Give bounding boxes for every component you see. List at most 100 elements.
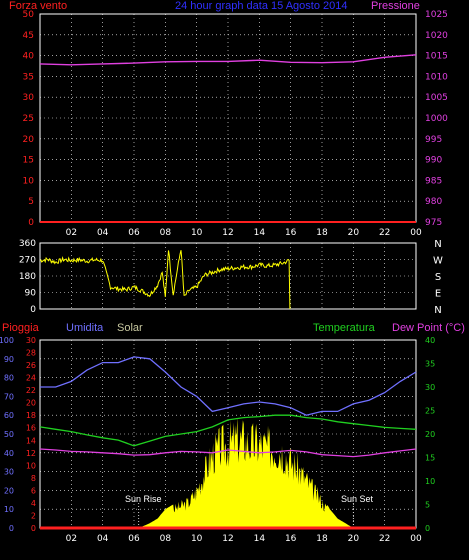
wind-y-tick-label: 20 (23, 135, 35, 145)
wind-y-tick-label: 25 (23, 114, 34, 124)
sun-rise-annotation: Sun Rise (125, 494, 162, 504)
top-panel-x-tick-label: 22 (379, 228, 390, 238)
direction-y-tick-label: 180 (19, 272, 36, 282)
wind-y-tick-label: 5 (28, 197, 34, 207)
direction-y-tick-label: 270 (19, 256, 36, 266)
rain-y-tick-label: 6 (31, 486, 36, 495)
pressure-y-tick-label: 995 (425, 135, 442, 145)
wind-y-tick-label: 45 (23, 31, 34, 41)
pressure-y-tick-label: 1015 (425, 52, 448, 62)
compass-label: W (433, 256, 443, 267)
top-panel-x-tick-label: 00 (410, 228, 422, 238)
temperature-y-tick-label: 0 (425, 524, 430, 533)
wind-y-tick-label: 35 (23, 72, 34, 82)
dewpoint-label: Dew Point (°C) (392, 322, 465, 334)
humidity-y-tick-label: 30 (4, 468, 14, 477)
pressure-y-tick-label: 1005 (425, 93, 448, 103)
direction-series-line (39, 250, 291, 310)
wind-y-tick-label: 10 (23, 176, 35, 186)
bottom-panel-x-tick-label: 14 (254, 534, 266, 544)
pressure-series-line (39, 54, 417, 66)
rain-y-tick-label: 20 (26, 399, 36, 408)
bottom-panel-x-tick-label: 02 (66, 534, 77, 544)
humidity-y-tick-label: 70 (4, 392, 14, 401)
top-panel-x-tick-label: 04 (97, 228, 109, 238)
pressure-axis-label: Pressione (371, 0, 420, 12)
pressure-y-tick-label: 1000 (425, 114, 448, 124)
bottom-panel-x-tick-label: 00 (410, 534, 422, 544)
top-panel-x-tick-label: 02 (66, 228, 77, 238)
rain-y-tick-label: 30 (26, 336, 36, 345)
bottom-panel-x-tick-label: 18 (316, 534, 328, 544)
pressure-y-tick-label: 1025 (425, 10, 448, 20)
temperature-label: Temperatura (313, 322, 375, 334)
pressure-y-tick-label: 975 (425, 218, 442, 228)
temperature-y-tick-label: 10 (425, 477, 435, 486)
top-panel-x-tick-label: 16 (285, 228, 297, 238)
top-panel-x-tick-label: 18 (316, 228, 328, 238)
direction-y-tick-label: 360 (19, 239, 36, 249)
bottom-panel-x-tick-label: 10 (191, 534, 203, 544)
sun-set-annotation: Sun Set (341, 494, 374, 504)
rain-y-tick-label: 12 (26, 449, 36, 458)
temperature-y-tick-label: 15 (425, 454, 435, 463)
rain-y-tick-label: 14 (26, 436, 36, 445)
temperature-y-tick-label: 40 (425, 336, 435, 345)
rain-y-tick-label: 0 (31, 524, 36, 533)
humidity-y-tick-label: 60 (4, 411, 14, 420)
humidity-y-tick-label: 10 (4, 505, 14, 514)
wind-axis-label: Forza vento (9, 0, 68, 12)
top-panel-x-tick-label: 08 (160, 228, 172, 238)
chart-title: 24 hour graph data 15 Agosto 2014 (175, 0, 348, 12)
compass-label: S (435, 272, 441, 283)
rain-y-tick-label: 4 (31, 499, 36, 508)
compass-label: N (434, 239, 441, 250)
direction-y-tick-label: 0 (30, 305, 36, 315)
top-panel-x-tick-label: 12 (222, 228, 233, 238)
temperature-y-tick-label: 20 (425, 430, 435, 439)
bottom-panel-x-tick-label: 08 (160, 534, 172, 544)
rain-y-tick-label: 18 (26, 411, 36, 420)
wind-y-tick-label: 50 (23, 10, 35, 20)
pressure-y-tick-label: 1010 (425, 72, 448, 82)
humidity-y-tick-label: 0 (9, 524, 14, 533)
top-panel-x-tick-label: 06 (128, 228, 140, 238)
rain-y-tick-label: 26 (26, 361, 36, 370)
pressure-y-tick-label: 980 (425, 197, 442, 207)
direction-y-tick-label: 90 (25, 289, 37, 299)
bottom-panel-x-tick-label: 20 (348, 534, 360, 544)
dewpoint-series-line (39, 448, 417, 458)
bottom-panel-x-tick-label: 22 (379, 534, 390, 544)
humidity-y-tick-label: 100 (0, 336, 14, 345)
rain-y-tick-label: 22 (26, 386, 36, 395)
bottom-panel-x-tick-label: 04 (97, 534, 109, 544)
humidity-y-tick-label: 40 (4, 449, 14, 458)
wind-y-tick-label: 0 (28, 218, 34, 228)
bottom-panel-x-tick-label: 12 (222, 534, 233, 544)
solar-label: Solar (117, 322, 143, 334)
pressure-y-tick-label: 990 (425, 156, 442, 166)
compass-label: E (435, 289, 441, 300)
compass-label: N (434, 305, 441, 316)
temperature-series-line (39, 414, 417, 447)
wind-y-tick-label: 40 (23, 52, 35, 62)
solar-area (138, 417, 354, 528)
humidity-y-tick-label: 90 (4, 355, 14, 364)
rain-y-tick-label: 10 (26, 461, 36, 470)
top-panel-x-tick-label: 10 (191, 228, 203, 238)
wind-y-tick-label: 30 (23, 93, 35, 103)
pressure-y-tick-label: 1020 (425, 31, 448, 41)
rain-y-tick-label: 2 (31, 511, 36, 520)
humidity-y-tick-label: 80 (4, 374, 14, 383)
top-panel-x-tick-label: 14 (254, 228, 266, 238)
top-panel-x-tick-label: 20 (348, 228, 360, 238)
rain-y-tick-label: 24 (26, 374, 36, 383)
humidity-label: Umidita (66, 322, 104, 334)
rain-y-tick-label: 28 (26, 349, 36, 358)
bottom-panel-x-tick-label: 06 (128, 534, 140, 544)
pressure-y-tick-label: 985 (425, 176, 442, 186)
wind-y-tick-label: 15 (23, 156, 34, 166)
rain-y-tick-label: 8 (31, 474, 36, 483)
